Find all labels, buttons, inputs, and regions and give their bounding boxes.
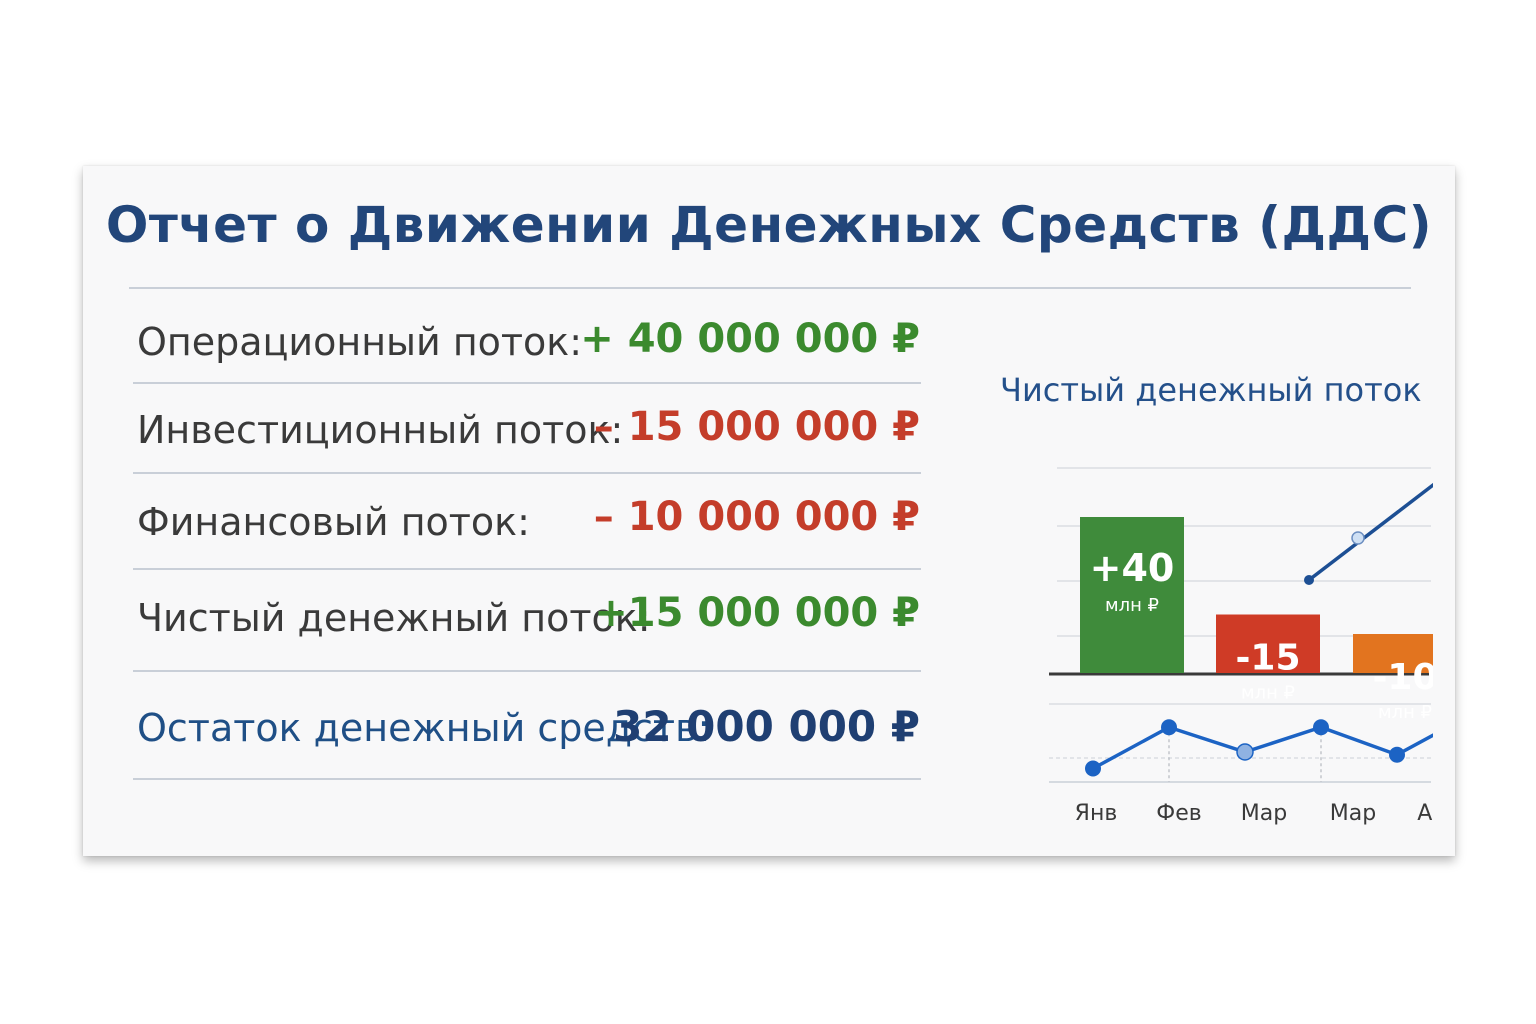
row-value-operating: + 40 000 000 ₽ [580, 316, 920, 362]
chart-title: Чистый денежный поток [1000, 371, 1422, 409]
row-label-operating: Операционный поток: [137, 320, 583, 364]
balance-divider [133, 778, 921, 780]
row-divider [133, 382, 921, 384]
bar-unit-label: млн ₽ [1241, 683, 1295, 704]
line-point [1313, 719, 1329, 736]
bar-value-label: +40 [1090, 546, 1175, 590]
net-flow-chart: +40 млн ₽ -15 млн ₽ -10 млн ₽ Янв Фев Мар Мар Апр [1049, 467, 1433, 826]
row-label-financing: Финансовый поток: [137, 500, 530, 544]
line-chart-grid [1049, 703, 1431, 783]
line-point [1085, 760, 1101, 777]
x-tick-label: Мар [1330, 801, 1376, 826]
report-title: Отчет о Движении Денежных Средств (ДДС) [105, 196, 1433, 254]
line-point [1236, 743, 1254, 761]
line-point [1161, 719, 1177, 736]
bar-value-label: -15 [1235, 638, 1300, 679]
trend-marker [1304, 575, 1314, 585]
row-divider [133, 670, 921, 672]
bar-chart-bars: +40 млн ₽ -15 млн ₽ -10 млн ₽ [1080, 517, 1433, 723]
x-tick-label: Апр [1417, 801, 1433, 826]
x-tick-label: Фев [1156, 801, 1201, 826]
row-value-net-flow: +15 000 000 ₽ [594, 590, 920, 636]
row-divider [133, 472, 921, 474]
title-divider [129, 287, 1411, 289]
bar [1080, 517, 1184, 673]
line-series [1085, 719, 1433, 782]
line-point [1389, 746, 1405, 763]
bar [1353, 634, 1433, 673]
row-value-investing: – 15 000 000 ₽ [593, 404, 920, 450]
row-divider [133, 568, 921, 570]
balance-label: Остаток денежный средств: [137, 706, 711, 750]
line-chart-x-ticks: Янв Фев Мар Мар Апр [1075, 801, 1433, 826]
trend-arrow-line [1307, 482, 1433, 582]
balance-value: 32 000 000 ₽ [613, 702, 920, 751]
row-label-investing: Инвестиционный поток: [137, 408, 624, 452]
row-value-financing: – 10 000 000 ₽ [593, 494, 920, 540]
bar-unit-label: млн ₽ [1105, 595, 1159, 616]
trend-marker [1351, 531, 1365, 545]
bar-value-label: -10 [1372, 657, 1433, 698]
row-label-net-flow: Чистый денежный поток: [137, 596, 651, 640]
trend-arrow [1304, 482, 1433, 585]
x-tick-label: Янв [1075, 801, 1118, 826]
bar [1216, 614, 1320, 673]
bar-unit-label: млн ₽ [1378, 702, 1432, 723]
x-tick-label: Мар [1241, 801, 1287, 826]
line-path [1092, 725, 1433, 771]
report-card: Отчет о Движении Денежных Средств (ДДС) … [83, 166, 1455, 856]
